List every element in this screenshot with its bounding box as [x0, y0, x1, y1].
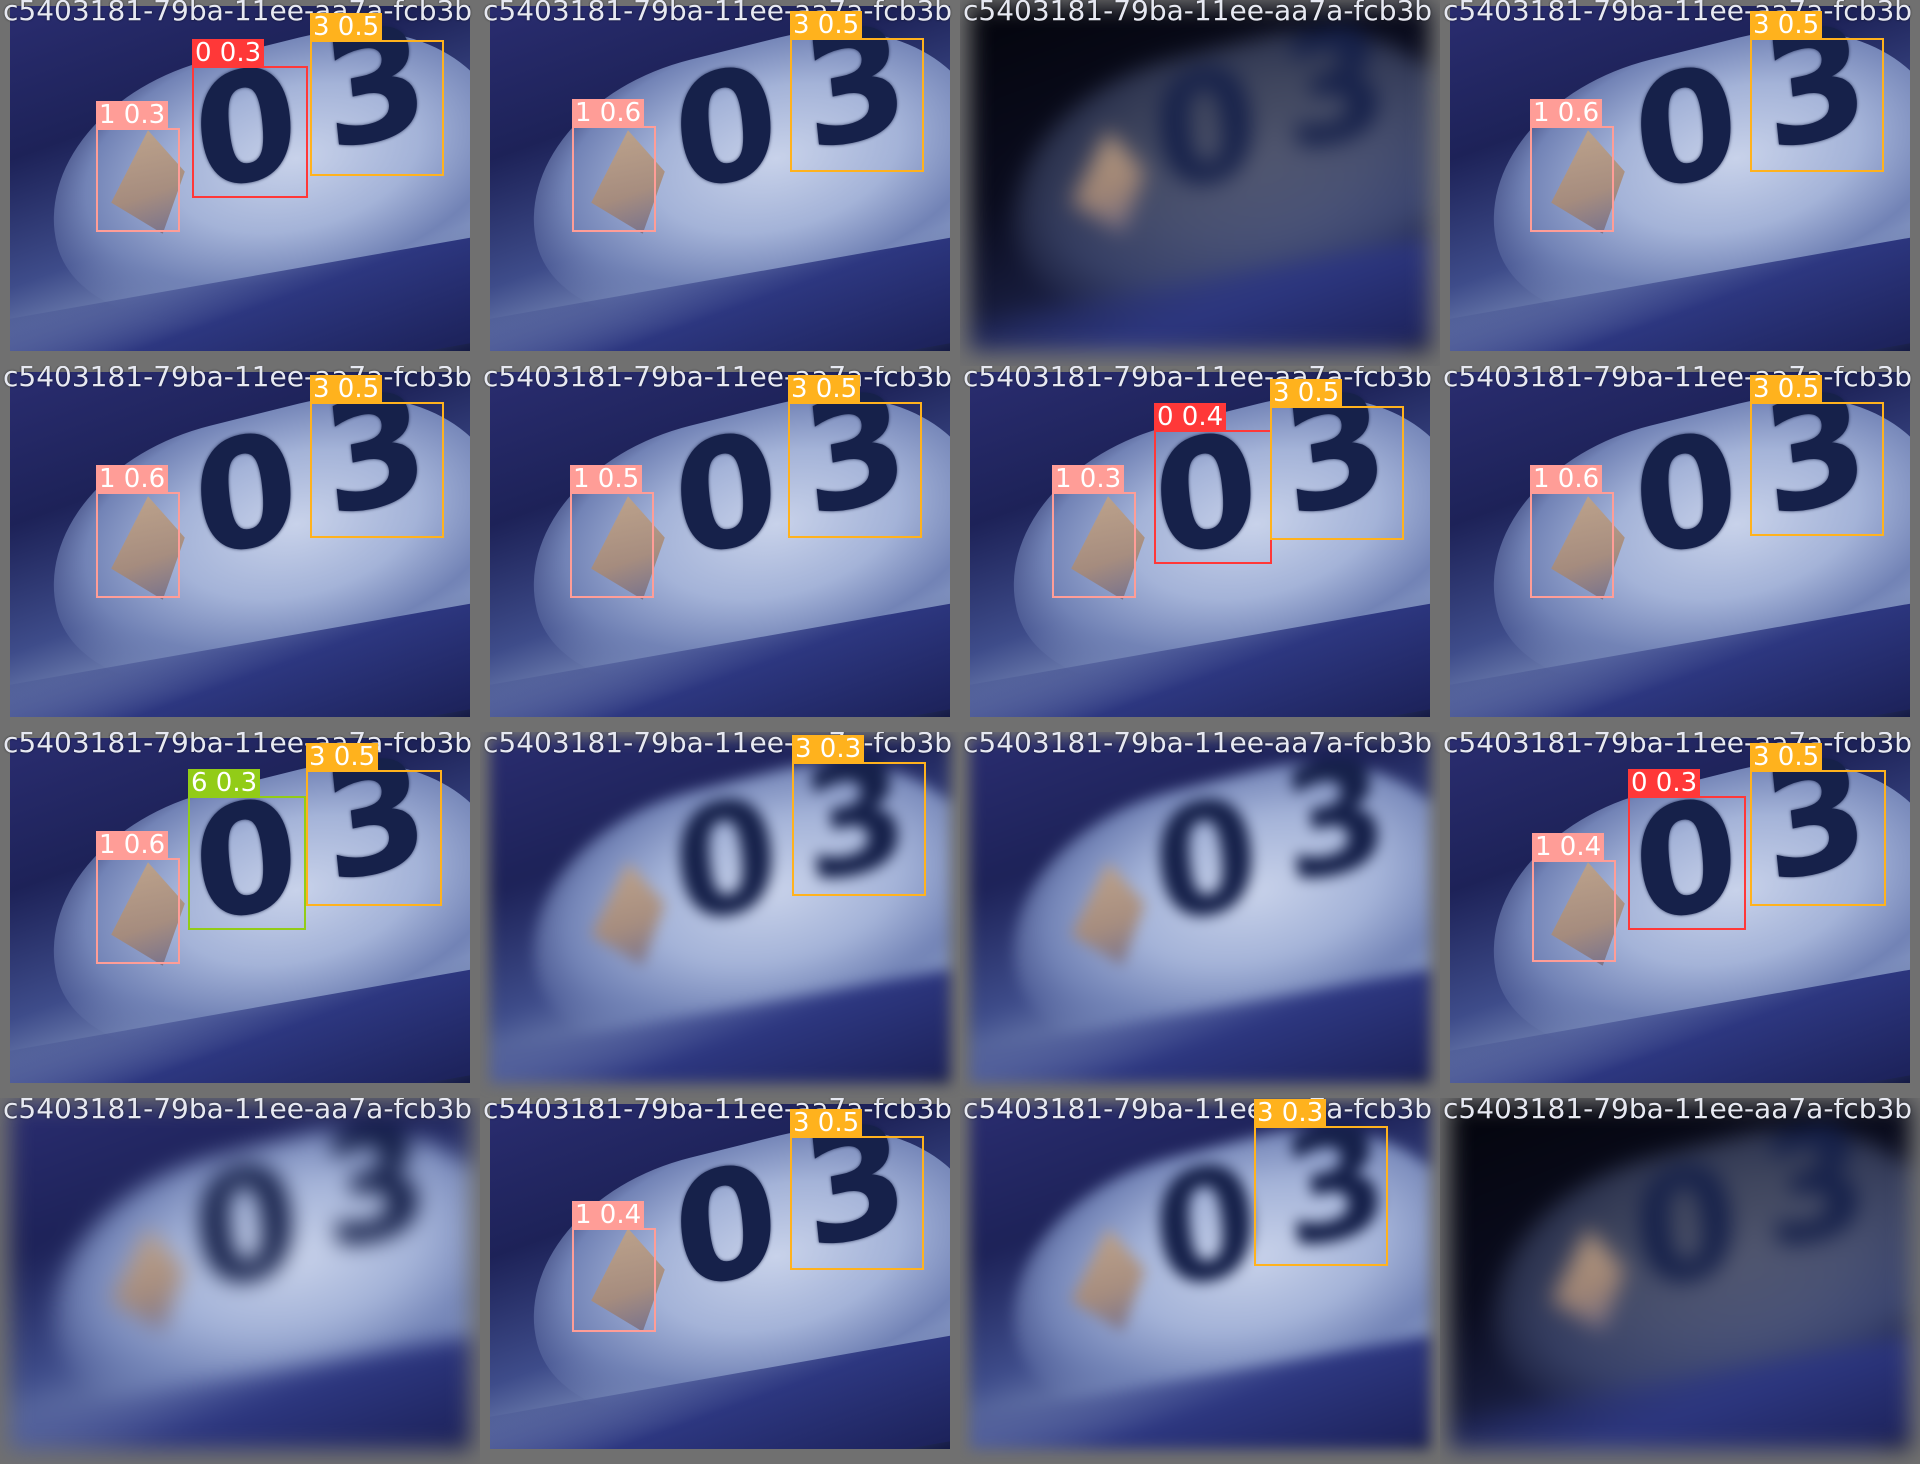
- detection-box: 3 0.5: [1750, 11, 1884, 172]
- mosaic-tile: 0 3 c5403181-79ba-11ee-aa7a-fcb3b: [1440, 1098, 1920, 1464]
- detection-label: 3 0.5: [310, 13, 383, 42]
- detection-label: 3 0.5: [788, 375, 861, 404]
- detection-label: 1 0.3: [1052, 465, 1125, 494]
- detection-label: 3 0.5: [790, 11, 863, 40]
- mosaic-tile: 0 3 c5403181-79ba-11ee-aa7a-fcb3b 1 0.6 3 0.…: [1440, 0, 1920, 366]
- detection-label: 1 0.6: [572, 99, 645, 128]
- detection-box: 1 0.3: [1052, 465, 1136, 598]
- detection-box: 1 0.6: [1530, 99, 1614, 232]
- detection-label: 0 0.3: [1628, 769, 1701, 798]
- detection-label: 3 0.5: [306, 743, 379, 772]
- detection-label: 3 0.5: [1750, 375, 1823, 404]
- detection-box: 0 0.3: [1628, 769, 1746, 930]
- detection-label: 1 0.6: [1530, 99, 1603, 128]
- tile-filename: c5403181-79ba-11ee-aa7a-fcb3b: [963, 0, 1433, 27]
- detection-box: 1 0.6: [96, 465, 180, 598]
- mosaic-tile: 0 3 c5403181-79ba-11ee-aa7a-fcb3b 1 0.6 3 0.…: [480, 0, 960, 366]
- mosaic-tile: 0 3 c5403181-79ba-11ee-aa7a-fcb3b 3 0.3: [960, 1098, 1440, 1464]
- detection-label: 3 0.3: [1254, 1099, 1327, 1128]
- detection-box: 1 0.6: [572, 99, 656, 232]
- detection-label: 6 0.3: [188, 769, 261, 798]
- detection-box: 3 0.5: [310, 375, 444, 538]
- detection-box: 1 0.4: [1532, 833, 1616, 962]
- detection-box: 1 0.6: [1530, 465, 1614, 598]
- detection-label: 3 0.5: [1750, 743, 1823, 772]
- tile-filename: c5403181-79ba-11ee-aa7a-fcb3b: [1443, 1098, 1913, 1125]
- detection-box: 6 0.3: [188, 769, 306, 930]
- detection-label: 0 0.3: [192, 39, 265, 68]
- mosaic-tile: 0 3 c5403181-79ba-11ee-aa7a-fcb3b 1 0.6 3 0.…: [1440, 366, 1920, 732]
- mosaic-tile: 0 3 c5403181-79ba-11ee-aa7a-fcb3b 1 0.5 3 0.…: [480, 366, 960, 732]
- detection-label: 3 0.5: [790, 1109, 863, 1138]
- detection-box: 3 0.5: [310, 13, 444, 176]
- mosaic-tile: 0 3 c5403181-79ba-11ee-aa7a-fcb3b: [960, 732, 1440, 1098]
- detection-box: 1 0.4: [572, 1201, 656, 1332]
- tile-filename: c5403181-79ba-11ee-aa7a-fcb3b: [1443, 0, 1913, 27]
- detection-label: 1 0.4: [572, 1201, 645, 1230]
- detection-label: 1 0.6: [1530, 465, 1603, 494]
- detection-label: 1 0.6: [96, 465, 169, 494]
- tile-filename: c5403181-79ba-11ee-aa7a-fcb3b: [3, 732, 473, 759]
- detection-box: 3 0.5: [1750, 743, 1886, 906]
- detection-label: 1 0.5: [570, 465, 643, 494]
- tile-filename: c5403181-79ba-11ee-aa7a-fcb3b: [483, 0, 953, 27]
- mosaic-tile: 0 3 c5403181-79ba-11ee-aa7a-fcb3b 3 0.3: [480, 732, 960, 1098]
- tile-filename: c5403181-79ba-11ee-aa7a-fcb3b: [963, 732, 1433, 759]
- mosaic-tile: 0 3 c5403181-79ba-11ee-aa7a-fcb3b: [0, 1098, 480, 1464]
- tile-filename: c5403181-79ba-11ee-aa7a-fcb3b: [3, 1098, 473, 1125]
- detection-label: 1 0.4: [1532, 833, 1605, 862]
- tile-filename: c5403181-79ba-11ee-aa7a-fcb3b: [483, 732, 953, 759]
- detection-label: 3 0.5: [310, 375, 383, 404]
- detection-box: 3 0.5: [1270, 379, 1404, 540]
- mosaic-tile: 0 3 c5403181-79ba-11ee-aa7a-fcb3b 1 0.4 0 0.…: [1440, 732, 1920, 1098]
- detection-box: 0 0.4: [1154, 403, 1272, 564]
- mosaic-tile: 0 3 c5403181-79ba-11ee-aa7a-fcb3b 1 0.6 6 0.…: [0, 732, 480, 1098]
- detection-box: 3 0.5: [790, 11, 924, 172]
- detection-box: 1 0.3: [96, 101, 180, 232]
- detection-box: 0 0.3: [192, 39, 308, 198]
- mosaic-tile: 0 3 c5403181-79ba-11ee-aa7a-fcb3b 1 0.3 0 0.…: [960, 366, 1440, 732]
- detection-box: 3 0.5: [788, 375, 922, 538]
- detection-label: 1 0.6: [96, 831, 169, 860]
- detection-label: 3 0.5: [1750, 11, 1823, 40]
- mosaic-tile: 0 3 c5403181-79ba-11ee-aa7a-fcb3b 1 0.6 3 0.…: [0, 366, 480, 732]
- tile-filename: c5403181-79ba-11ee-aa7a-fcb3b: [1443, 732, 1913, 759]
- detection-box: 3 0.5: [306, 743, 442, 906]
- tile-filename: c5403181-79ba-11ee-aa7a-fcb3b: [963, 366, 1433, 393]
- detection-box: 3 0.5: [1750, 375, 1884, 536]
- mosaic-tile: 0 3 c5403181-79ba-11ee-aa7a-fcb3b: [960, 0, 1440, 366]
- tile-filename: c5403181-79ba-11ee-aa7a-fcb3b: [3, 0, 473, 27]
- tile-filename: c5403181-79ba-11ee-aa7a-fcb3b: [483, 366, 953, 393]
- detection-label: 1 0.3: [96, 101, 169, 130]
- detection-box: 1 0.6: [96, 831, 180, 964]
- tile-filename: c5403181-79ba-11ee-aa7a-fcb3b: [1443, 366, 1913, 393]
- detection-box: 1 0.5: [570, 465, 654, 598]
- detection-box: 3 0.5: [790, 1109, 924, 1270]
- tile-filename: c5403181-79ba-11ee-aa7a-fcb3b: [3, 366, 473, 393]
- detection-label: 3 0.5: [1270, 379, 1343, 408]
- tile-filename: c5403181-79ba-11ee-aa7a-fcb3b: [963, 1098, 1433, 1125]
- tile-filename: c5403181-79ba-11ee-aa7a-fcb3b: [483, 1098, 953, 1125]
- mosaic-tile: 0 3 c5403181-79ba-11ee-aa7a-fcb3b 1 0.4 3 0.…: [480, 1098, 960, 1464]
- detection-label: 3 0.3: [792, 735, 865, 764]
- detection-box: 3 0.3: [1254, 1099, 1388, 1266]
- detection-box: 3 0.3: [792, 735, 926, 896]
- detection-label: 0 0.4: [1154, 403, 1227, 432]
- mosaic-tile: 0 3 c5403181-79ba-11ee-aa7a-fcb3b 1 0.3 0 0.…: [0, 0, 480, 366]
